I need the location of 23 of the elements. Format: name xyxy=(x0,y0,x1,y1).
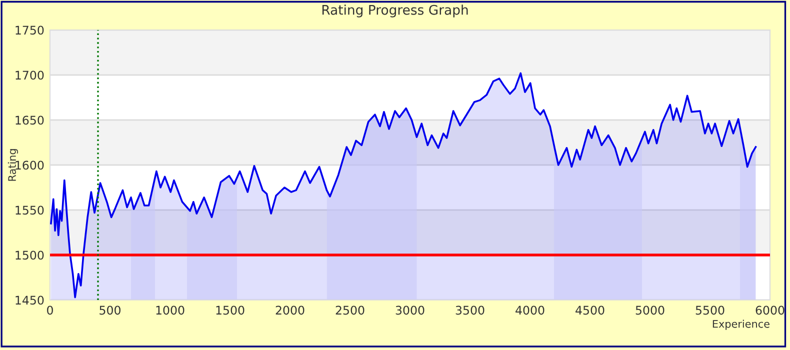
y-tick-label: 1600 xyxy=(16,160,44,170)
x-tick-label: 2000 xyxy=(276,306,304,315)
x-tick-label: 2500 xyxy=(336,306,364,315)
chart-title: Rating Progress Graph xyxy=(322,4,468,18)
x-tick-label: 5000 xyxy=(636,306,664,315)
x-tick-label: 1000 xyxy=(156,306,184,315)
y-tick-label: 1550 xyxy=(16,206,44,215)
x-tick-label: 0 xyxy=(47,306,53,315)
x-tick-label: 500 xyxy=(100,306,120,315)
x-tick-label: 4000 xyxy=(516,306,544,315)
x-tick-label: 5500 xyxy=(696,306,724,315)
y-axis-title: Rating xyxy=(8,149,18,181)
x-tick-label: 6000 xyxy=(756,306,784,315)
x-axis-title: Experience xyxy=(712,320,770,330)
y-tick-label: 1700 xyxy=(16,70,44,80)
x-tick-label: 4500 xyxy=(576,306,604,315)
x-tick-label: 3500 xyxy=(456,306,484,315)
y-tick-label: 1650 xyxy=(16,116,44,125)
y-tick-label: 1500 xyxy=(16,250,44,260)
y-tick-label: 1750 xyxy=(16,26,44,35)
y-tick-label: 1450 xyxy=(16,296,44,305)
x-tick-label: 1500 xyxy=(216,306,244,315)
x-tick-label: 3000 xyxy=(396,306,424,315)
